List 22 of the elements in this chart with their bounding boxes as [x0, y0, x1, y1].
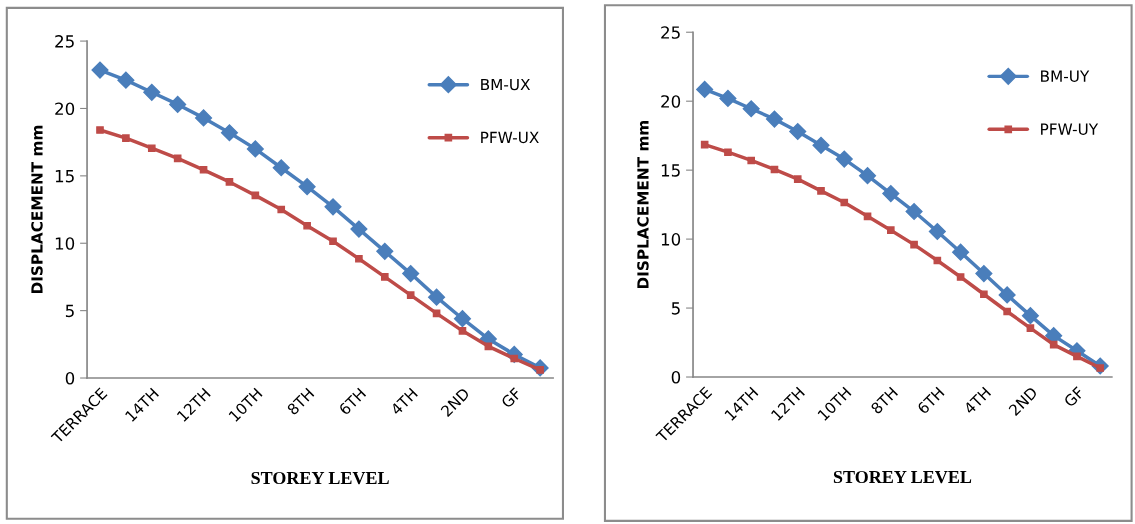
y-axis-title: DISPLACEMENT mm: [31, 125, 43, 294]
legend-label: PFW-UX: [481, 131, 539, 144]
y-tick-label: 15: [55, 170, 74, 183]
legend-label: PFW-UY: [1041, 123, 1099, 135]
x-axis-title: STOREY LEVEL: [251, 471, 389, 485]
y-tick-label: 5: [65, 304, 74, 318]
y-tick-label: 5: [671, 302, 680, 315]
y-tick-label: 0: [671, 370, 681, 384]
y-tick-label: 20: [661, 95, 681, 108]
x-tick-label: GF: [500, 387, 522, 409]
y-tick-label: 25: [661, 26, 680, 39]
y-tick-label: 10: [55, 237, 75, 250]
x-axis-title: STOREY LEVEL: [833, 470, 972, 484]
legend-label: BM-UY: [1041, 70, 1090, 82]
y-tick-label: 20: [55, 102, 75, 116]
x-tick-label: GF: [1063, 386, 1085, 408]
legend-label: BM-UX: [481, 78, 531, 91]
y-tick-label: 10: [661, 233, 681, 246]
y-tick-label: 0: [65, 371, 75, 385]
y-tick-label: 15: [661, 164, 680, 177]
y-tick-label: 25: [55, 35, 74, 48]
y-axis-title: DISPLACEMENT mm: [637, 120, 649, 289]
